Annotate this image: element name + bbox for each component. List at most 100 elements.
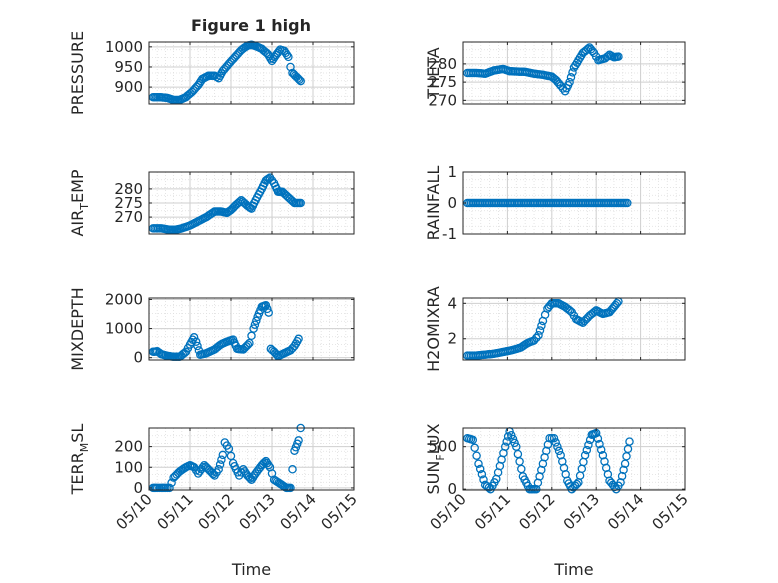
data-point <box>610 482 619 492</box>
y-tick-label: 2000 <box>105 290 143 308</box>
data-point <box>217 455 226 464</box>
figure-title: Figure 1 high <box>191 16 311 35</box>
y-axis-label: AIRTEMP <box>68 169 91 236</box>
y-tick-label: 0 <box>447 194 457 212</box>
data-point <box>286 483 295 493</box>
data-point <box>565 77 574 87</box>
x-axis-label: Time <box>231 560 271 579</box>
series-markers <box>463 198 632 208</box>
y-tick-label: 275 <box>428 73 457 91</box>
data-point <box>244 472 254 482</box>
y-axis-label: MIXDEPTH <box>68 287 87 370</box>
data-point <box>218 450 228 460</box>
data-point <box>296 198 305 208</box>
y-tick-label: 0 <box>133 479 143 497</box>
y-tick-label: 1000 <box>105 320 143 338</box>
data-point <box>252 316 261 326</box>
data-point <box>479 475 488 484</box>
y-tick-label: 500 <box>428 438 457 456</box>
data-point <box>468 435 478 445</box>
data-point <box>249 324 258 333</box>
data-point <box>245 338 254 348</box>
x-axis-label: Time <box>553 560 593 579</box>
data-point <box>165 483 174 493</box>
data-point <box>500 442 510 451</box>
data-point <box>551 438 560 447</box>
data-point <box>549 433 559 443</box>
series-markers <box>463 427 634 494</box>
data-point <box>243 340 253 349</box>
data-point <box>470 443 479 453</box>
data-point <box>191 337 201 346</box>
data-point <box>619 465 628 475</box>
series-markers <box>463 43 623 96</box>
data-point <box>295 75 304 84</box>
data-point <box>537 321 546 331</box>
series-markers <box>148 173 305 235</box>
axes-box <box>148 427 355 491</box>
data-point <box>553 442 562 451</box>
series-markers <box>148 301 303 362</box>
data-point <box>288 465 297 474</box>
data-point <box>262 458 272 468</box>
y-tick-label: 270 <box>114 208 143 226</box>
data-point <box>474 459 483 468</box>
y-tick-label: 200 <box>114 438 143 456</box>
data-point <box>596 445 606 454</box>
data-point <box>284 52 293 62</box>
data-point <box>554 446 564 456</box>
axes-box <box>462 297 686 361</box>
y-tick-label: 1 <box>447 163 457 181</box>
data-point <box>193 341 202 351</box>
subplot-5: 0 1000 2000 MIXDEPTH <box>68 287 355 371</box>
y-axis-label: RAINFALL <box>424 166 443 241</box>
y-tick-label: 280 <box>428 55 457 73</box>
y-axis-label: SUNFLUX <box>424 423 447 494</box>
axes-box <box>148 41 355 105</box>
data-point <box>264 460 273 470</box>
data-point <box>566 73 576 82</box>
data-point <box>207 468 217 478</box>
data-point <box>477 470 487 479</box>
y-tick-label: 0 <box>447 480 457 498</box>
data-point <box>247 475 256 484</box>
data-point <box>532 333 541 343</box>
data-point <box>568 68 577 77</box>
data-point <box>214 465 223 474</box>
data-point <box>294 436 303 445</box>
data-point <box>215 460 225 469</box>
data-point <box>534 330 543 340</box>
axes-box <box>462 41 686 105</box>
data-point <box>250 320 260 329</box>
data-point <box>204 465 214 475</box>
data-point <box>475 464 485 474</box>
data-point <box>296 76 305 86</box>
data-point <box>189 333 199 342</box>
data-point <box>263 304 272 314</box>
y-axis-label: PRESSURE <box>68 31 87 115</box>
y-tick-label: 1000 <box>105 38 143 56</box>
series-markers <box>148 40 305 105</box>
series-markers <box>148 423 305 493</box>
y-tick-label: 950 <box>114 58 143 76</box>
y-tick-label: 275 <box>114 194 143 212</box>
data-point <box>508 434 518 444</box>
data-point <box>595 439 604 449</box>
data-point <box>572 479 582 489</box>
data-point <box>614 52 623 61</box>
y-tick-label: 900 <box>114 78 143 96</box>
data-point <box>583 44 593 54</box>
data-point <box>293 74 303 83</box>
y-tick-label: 280 <box>114 180 143 198</box>
data-point <box>264 308 273 317</box>
data-point <box>529 336 539 345</box>
data-point <box>612 299 622 308</box>
axes-box <box>462 427 686 491</box>
y-tick-label: 100 <box>114 458 143 476</box>
data-point <box>258 459 268 469</box>
